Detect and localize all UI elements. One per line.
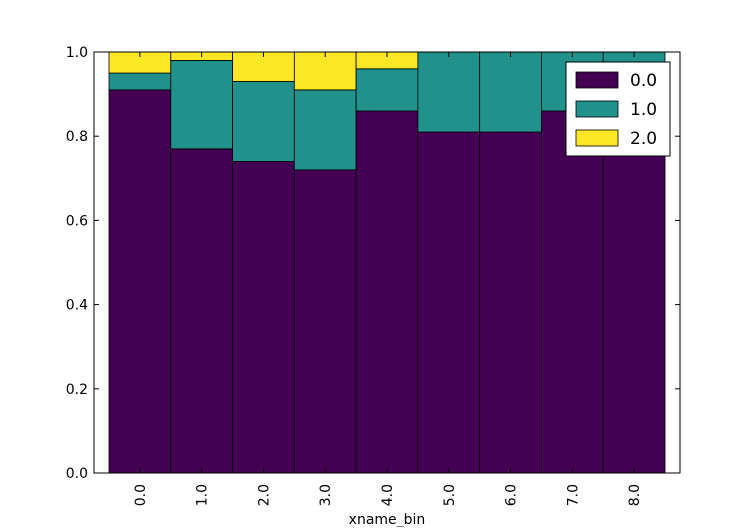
legend: 0.0 1.0 2.0: [565, 61, 671, 157]
bar-segment-cat7.0-series0.0: [541, 110, 604, 474]
x-tick-label: 4.0: [380, 484, 396, 506]
legend-swatch-0.0: [575, 71, 619, 89]
bar-segment-cat5.0-series1.0: [417, 51, 481, 133]
bar-segment-cat1.0-series1.0: [170, 60, 233, 150]
ticks-layer: 0.0 0.2 0.4 0.6 0.8 1.0 0.0 1.0 2.0 3.0 4.0 5.0 6.0 7…: [66, 45, 680, 506]
bar-segment-cat0.0-series0.0: [108, 89, 172, 474]
x-tick-label: 7.0: [565, 484, 581, 506]
bar-segment-cat5.0-series0.0: [417, 131, 481, 474]
bars-layer: [108, 51, 666, 474]
y-tick-label: 0.2: [66, 382, 88, 398]
bar-segment-cat1.0-series0.0: [170, 148, 233, 474]
legend-label-0.0: 0.0: [630, 71, 657, 91]
x-tick-label: 6.0: [504, 484, 520, 506]
legend-label-2.0: 2.0: [630, 129, 657, 149]
x-tick-label: 3.0: [318, 484, 334, 506]
x-tick-label: 0.0: [133, 484, 149, 506]
y-tick-label: 0.8: [66, 129, 88, 145]
bar-segment-cat2.0-series1.0: [232, 81, 295, 162]
y-tick-label: 0.4: [66, 298, 88, 314]
legend-label-1.0: 1.0: [630, 100, 657, 120]
x-tick-label: 8.0: [627, 484, 643, 506]
x-axis-label: xname_bin: [349, 512, 426, 527]
x-tick-label: 5.0: [442, 484, 458, 506]
legend-swatch-2.0: [575, 129, 619, 147]
x-tick-label: 2.0: [256, 484, 272, 506]
x-tick-label: 1.0: [195, 484, 211, 506]
bar-segment-cat4.0-series1.0: [355, 68, 419, 112]
bar-segment-cat3.0-series0.0: [293, 169, 357, 474]
bar-segment-cat0.0-series1.0: [108, 72, 172, 91]
bar-segment-cat3.0-series2.0: [293, 51, 357, 91]
y-tick-label: 0.6: [66, 213, 88, 229]
y-tick-label: 0.0: [66, 466, 88, 482]
bar-segment-cat6.0-series0.0: [479, 131, 542, 474]
bar-segment-cat4.0-series0.0: [355, 110, 419, 474]
bar-segment-cat8.0-series0.0: [602, 110, 666, 474]
bar-segment-cat6.0-series1.0: [479, 51, 542, 133]
y-tick-label: 1.0: [66, 45, 88, 61]
bar-segment-cat3.0-series1.0: [293, 89, 357, 171]
legend-swatch-1.0: [575, 100, 619, 118]
bar-segment-cat2.0-series0.0: [232, 161, 295, 474]
